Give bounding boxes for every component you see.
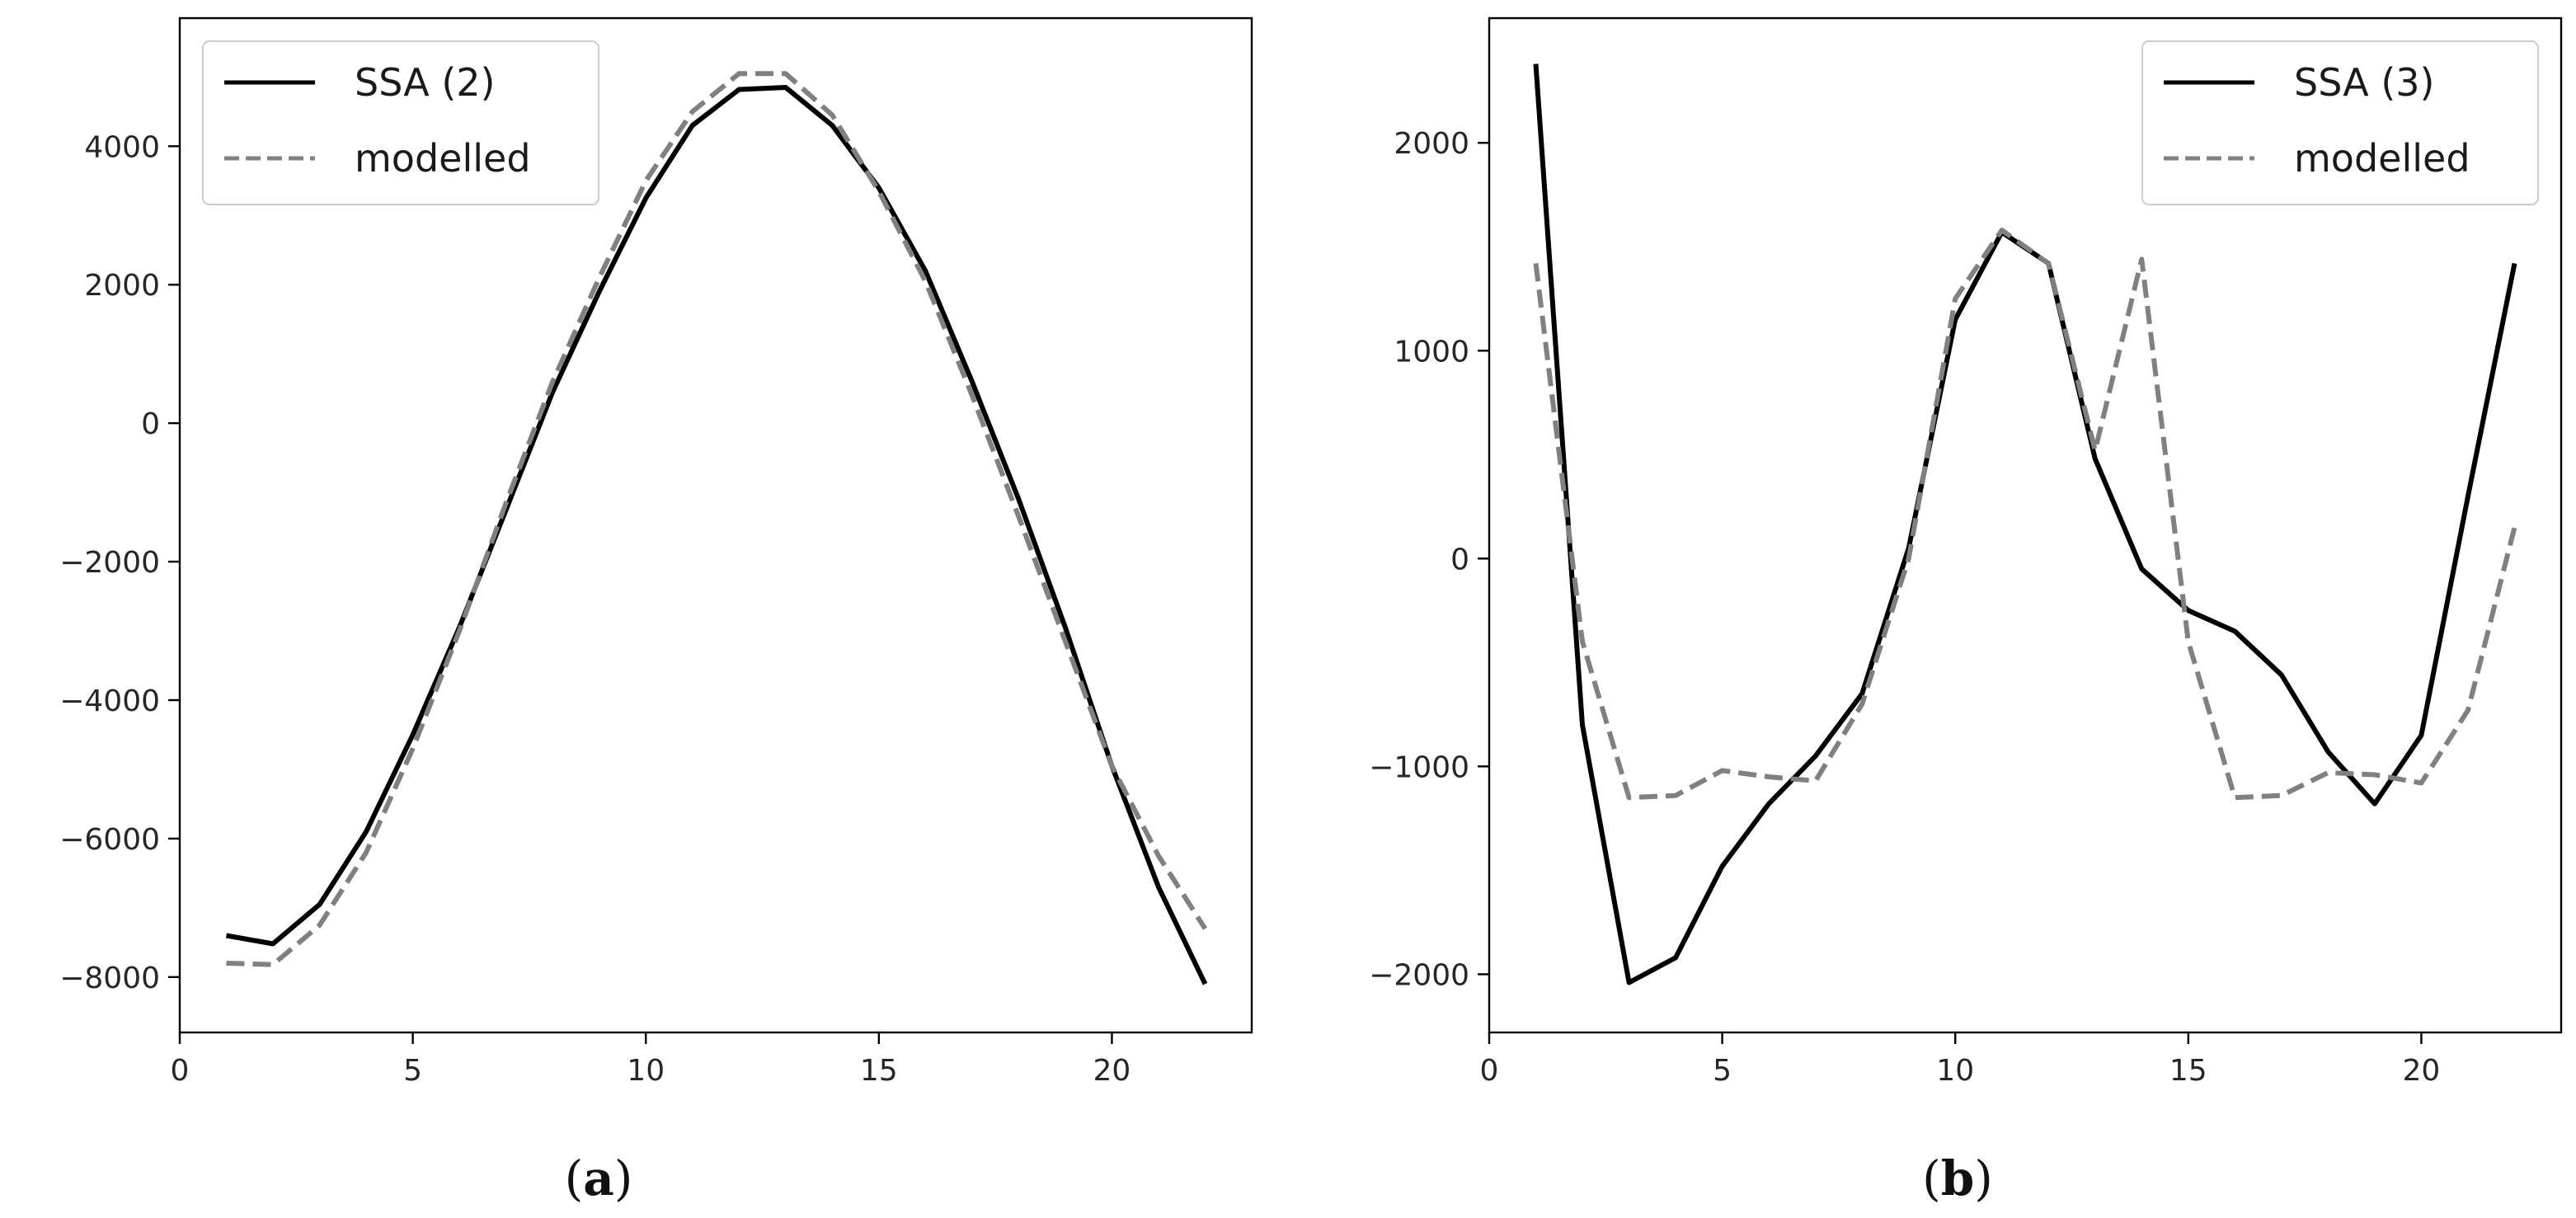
x-tick-label: 15 (2169, 1054, 2207, 1088)
panel-b: 0 5 10 15 20 −2000 −1000 0 1000 2000 SSA (3) mod… (1369, 16, 2563, 1206)
series-line-ssa-2 (225, 85, 1208, 985)
x-tick-label: 20 (1093, 1054, 1131, 1088)
x-axis-ticks-b: 0 5 10 15 20 (1480, 1032, 2441, 1088)
series-line-modelled (1533, 228, 2517, 801)
x-tick-label: 10 (1936, 1054, 1974, 1088)
panel-label-a: (a) (565, 1150, 633, 1206)
x-tick-label: 0 (1480, 1054, 1499, 1088)
x-tick-label: 5 (1713, 1054, 1732, 1088)
y-tick-label: −6000 (59, 823, 160, 857)
y-tick-label: 0 (1450, 543, 1469, 576)
y-tick-label: −2000 (59, 546, 160, 580)
x-tick-label: 10 (627, 1054, 665, 1088)
series-line-modelled (226, 71, 1208, 967)
legend-label-modelled-a: modelled (355, 136, 531, 181)
x-tick-label: 15 (860, 1054, 898, 1088)
y-tick-label: 2000 (84, 269, 160, 303)
legend-label-ssa-3: SSA (3) (2294, 60, 2435, 105)
legend-label-ssa-2: SSA (2) (355, 60, 496, 105)
x-tick-label: 20 (2403, 1054, 2441, 1088)
panel-label-a-letter: a (583, 1150, 614, 1206)
x-tick-label: 0 (171, 1054, 190, 1088)
y-axis-ticks-b: −2000 −1000 0 1000 2000 (1369, 127, 1489, 992)
x-axis-ticks-a: 0 5 10 15 20 (171, 1032, 1131, 1088)
panel-a: 0 5 10 15 20 −8000 −6000 −4000 −2000 0 2000 4000 S… (59, 16, 1253, 1206)
y-tick-label: 2000 (1394, 127, 1469, 161)
y-tick-label: 0 (141, 407, 160, 441)
legend-label-modelled-b: modelled (2294, 136, 2470, 181)
plot-area-a (225, 71, 1208, 985)
y-tick-label: −1000 (1369, 750, 1469, 784)
y-tick-label: −4000 (59, 684, 160, 718)
legend-b: SSA (3) modelled (2141, 40, 2539, 205)
y-tick-label: −8000 (59, 962, 160, 995)
axes-frame-a (178, 16, 1253, 1034)
y-axis-ticks-a: −8000 −6000 −4000 −2000 0 2000 4000 (59, 130, 180, 995)
x-tick-label: 5 (403, 1054, 422, 1088)
y-tick-label: −2000 (1369, 958, 1469, 992)
axes-frame-b (1488, 16, 2563, 1034)
plot-area-b (1533, 63, 2517, 985)
y-tick-label: 1000 (1394, 335, 1469, 369)
panel-label-b: (b) (1922, 1150, 1993, 1206)
legend-a: SSA (2) modelled (202, 40, 599, 205)
panel-label-b-letter: b (1941, 1150, 1975, 1206)
y-tick-label: 4000 (84, 130, 160, 164)
